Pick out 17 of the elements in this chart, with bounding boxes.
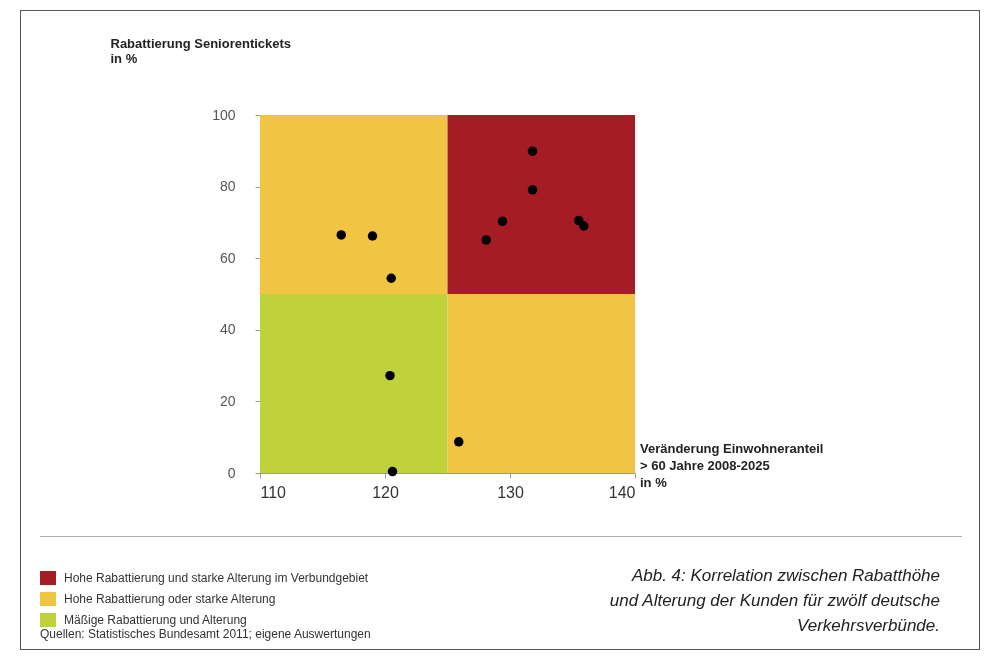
text: Mäßige Rabattierung und Alterung — [64, 612, 247, 628]
y-tick-label: 20 — [219, 392, 236, 409]
caption: Abb. 4: Korrelation zwischen Rabatthöhe und Alterung der Kunden für zwölf deutsche Verkehrsverbünde. — [608, 565, 940, 637]
y-axis-title: Rabattierung Seniorentickets in % — [110, 35, 292, 66]
y-tick-label: 80 — [219, 178, 236, 195]
y-tick-label: 60 — [219, 249, 236, 266]
x-tick-label: 140 — [608, 483, 636, 501]
x-tick-label: 130 — [497, 483, 524, 501]
y-tick-label: 40 — [219, 321, 236, 338]
y-tick-label: 100 — [212, 106, 236, 123]
y-tick-label: 0 — [227, 464, 236, 481]
text: Hohe Rabattierung und starke Alterung im Verbundgebiet — [64, 570, 369, 586]
x-tick-label: 120 — [372, 483, 399, 501]
text: Veränderung Einwohneranteil > 60 Jahre 2008-2025 in % — [640, 440, 824, 491]
text: Hohe Rabattierung oder starke Alterung — [64, 591, 276, 607]
x-tick-label: 110 — [260, 483, 287, 501]
source-note: Quellen: Statistisches Bundesamt 2011; eigene Auswertungen — [40, 627, 371, 641]
